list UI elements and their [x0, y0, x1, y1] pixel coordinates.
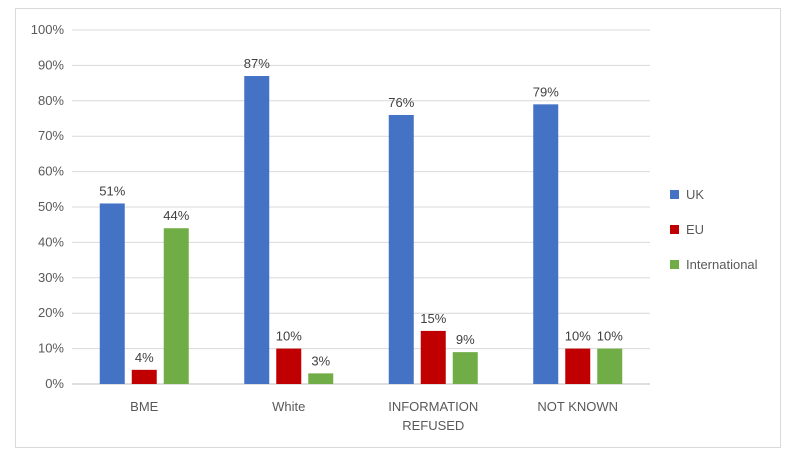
data-label: 79% — [533, 84, 559, 99]
data-label: 9% — [456, 332, 475, 347]
data-label: 10% — [276, 329, 302, 344]
bar-eu-0 — [131, 369, 157, 384]
y-tick-label: 30% — [38, 270, 64, 285]
bar-uk-3 — [533, 104, 559, 384]
y-tick-label: 70% — [38, 128, 64, 143]
legend-label-international: International — [686, 257, 758, 272]
legend-swatch-international — [670, 260, 679, 269]
bar-international-3 — [597, 348, 623, 384]
data-label: 4% — [135, 350, 154, 365]
data-label: 44% — [163, 208, 189, 223]
y-tick-label: 80% — [38, 93, 64, 108]
data-label: 51% — [99, 183, 125, 198]
x-tick-label: NOT KNOWN — [537, 399, 618, 414]
y-tick-label: 60% — [38, 164, 64, 179]
bar-international-1 — [308, 373, 334, 384]
legend-label-uk: UK — [686, 187, 704, 202]
y-tick-label: 100% — [31, 22, 65, 37]
y-tick-label: 50% — [38, 199, 64, 214]
y-tick-label: 20% — [38, 305, 64, 320]
bar-international-2 — [452, 352, 478, 384]
y-tick-label: 90% — [38, 57, 64, 72]
x-tick-label: REFUSED — [402, 418, 464, 433]
bar-uk-1 — [244, 76, 270, 385]
bar-eu-3 — [565, 348, 591, 384]
legend-swatch-eu — [670, 225, 679, 234]
data-label: 15% — [420, 311, 446, 326]
bar-international-0 — [163, 228, 189, 384]
legend-swatch-uk — [670, 190, 679, 199]
data-label: 10% — [565, 329, 591, 344]
data-label: 87% — [244, 56, 270, 71]
bar-eu-1 — [276, 348, 302, 384]
x-tick-label: BME — [130, 399, 159, 414]
x-tick-label: INFORMATION — [388, 399, 478, 414]
x-tick-label: White — [272, 399, 305, 414]
bar-uk-2 — [388, 114, 414, 385]
data-label: 10% — [597, 329, 623, 344]
data-label: 3% — [311, 353, 330, 368]
bar-uk-0 — [99, 203, 125, 384]
y-tick-label: 0% — [45, 376, 64, 391]
y-tick-label: 40% — [38, 234, 64, 249]
y-tick-label: 10% — [38, 341, 64, 356]
legend-label-eu: EU — [686, 222, 704, 237]
bar-eu-2 — [420, 330, 446, 384]
data-label: 76% — [388, 95, 414, 110]
